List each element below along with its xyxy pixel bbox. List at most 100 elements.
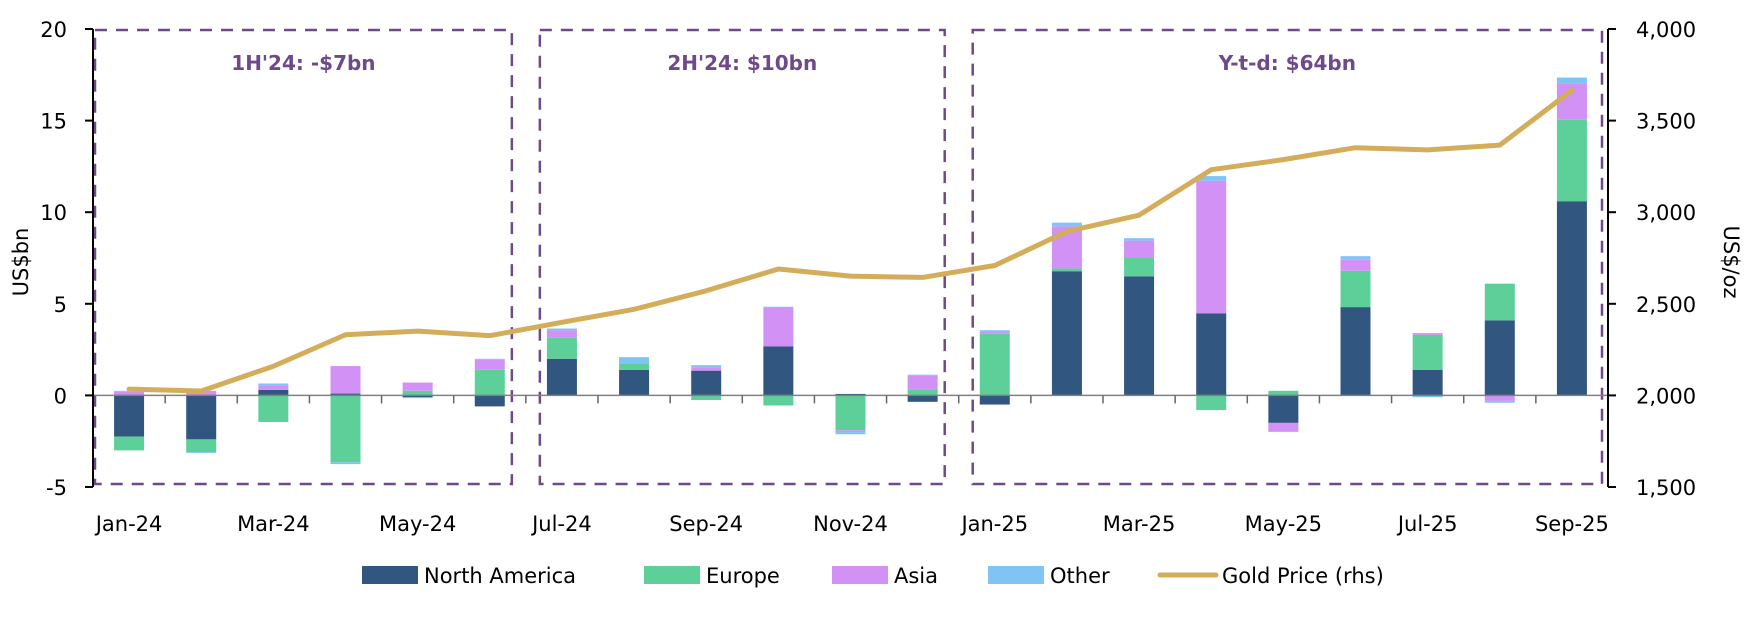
bar-europe <box>1340 270 1371 308</box>
bar-north-america <box>546 358 577 396</box>
bar-asia <box>1196 180 1227 314</box>
legend-swatch <box>644 566 700 584</box>
bar-other <box>402 397 433 399</box>
bar-other <box>1124 238 1155 241</box>
y-tick-label: 10 <box>40 201 67 225</box>
bar-europe <box>1484 283 1515 321</box>
bar-north-america <box>1556 201 1587 396</box>
bar-other <box>907 374 938 376</box>
bar-asia <box>979 332 1010 334</box>
bar-other <box>186 452 217 454</box>
bar-other <box>835 432 866 435</box>
legend-label: North America <box>424 564 576 588</box>
bar-europe <box>114 436 145 451</box>
bar-north-america <box>330 393 361 396</box>
y2-tick-label: 4,000 <box>1636 18 1696 42</box>
bar-other <box>691 365 722 368</box>
bar-europe <box>835 395 866 431</box>
bar-europe <box>907 389 938 396</box>
bar-asia <box>907 375 938 390</box>
legend-label: Other <box>1050 564 1110 588</box>
annotation-label: 1H'24: -$7bn <box>231 51 375 75</box>
bar-europe <box>619 363 650 370</box>
x-tick-label: Jul-24 <box>530 512 592 536</box>
annotation-label: Y-t-d: $64bn <box>1218 51 1356 75</box>
legend-label: Asia <box>894 564 938 588</box>
bar-other <box>258 383 289 386</box>
bar-europe <box>186 439 217 453</box>
bar-north-america <box>258 389 289 396</box>
legend-label: Gold Price (rhs) <box>1222 564 1384 588</box>
x-tick-label: Jan-24 <box>94 512 163 536</box>
bar-asia <box>1340 259 1371 271</box>
annotation-box <box>538 28 946 486</box>
bar-other <box>1556 77 1587 84</box>
bar-europe <box>402 390 433 396</box>
bar-north-america <box>1051 271 1082 396</box>
x-tick-label: Sep-25 <box>1535 512 1609 536</box>
y2-axis-label: US$/oz <box>1719 225 1743 298</box>
x-tick-label: Jul-25 <box>1396 512 1458 536</box>
bar-other <box>1268 431 1299 433</box>
bar-asia <box>474 359 505 370</box>
bar-asia <box>330 366 361 394</box>
bar-other <box>619 357 650 364</box>
bar-other <box>474 358 505 360</box>
bar-europe <box>1051 268 1082 272</box>
bar-other <box>1051 222 1082 227</box>
legend: North America Europe Asia Other Gold Price (… <box>362 564 1384 588</box>
annotation-box <box>93 28 514 486</box>
x-tick-label: May-25 <box>1245 512 1322 536</box>
bar-asia <box>546 330 577 338</box>
x-tick-label: Nov-24 <box>813 512 888 536</box>
bar-asia <box>1412 333 1443 335</box>
y2-tick-label: 2,500 <box>1636 293 1696 317</box>
bar-europe <box>330 395 361 463</box>
bar-europe <box>1124 258 1155 277</box>
bar-other <box>330 462 361 465</box>
y-axis-label: US$bn <box>9 228 33 297</box>
bar-other <box>763 306 794 309</box>
bar-north-america <box>763 346 794 396</box>
bar-europe <box>546 337 577 359</box>
bar-north-america <box>907 395 938 402</box>
legend-swatch <box>832 566 888 584</box>
bar-other <box>979 330 1010 333</box>
bar-asia <box>1124 240 1155 258</box>
bar-north-america <box>402 395 433 398</box>
bar-asia <box>691 367 722 371</box>
bar-asia <box>835 430 866 433</box>
bar-europe <box>691 395 722 400</box>
y-tick-label: 0 <box>54 384 67 408</box>
bar-other <box>1340 256 1371 260</box>
bar-north-america <box>1124 276 1155 396</box>
legend-swatch <box>988 566 1044 584</box>
x-tick-label: May-24 <box>379 512 456 536</box>
bar-europe <box>763 395 794 406</box>
gold-price-line <box>126 87 1575 394</box>
y2-tick-label: 2,000 <box>1636 384 1696 408</box>
bar-asia <box>402 382 433 391</box>
bar-north-america <box>1196 313 1227 396</box>
annotation-box <box>971 28 1604 486</box>
bar-north-america <box>114 395 145 437</box>
bar-europe <box>1412 334 1443 370</box>
y2-tick-label: 3,500 <box>1636 110 1696 134</box>
bar-europe <box>1268 390 1299 396</box>
x-tick-label: Sep-24 <box>669 512 743 536</box>
bar-north-america <box>474 395 505 407</box>
bar-europe <box>258 395 289 422</box>
bar-north-america <box>1484 320 1515 396</box>
bar-other <box>1484 400 1515 403</box>
legend-swatch <box>362 566 418 584</box>
bar-asia <box>1484 395 1515 401</box>
bar-north-america <box>1340 307 1371 396</box>
bar-europe <box>979 333 1010 396</box>
bar-other <box>1412 395 1443 398</box>
bar-north-america <box>691 370 722 396</box>
bar-other <box>1196 176 1227 181</box>
y-tick-label: 15 <box>40 110 67 134</box>
y2-tick-label: 3,000 <box>1636 201 1696 225</box>
bar-north-america <box>1268 395 1299 423</box>
